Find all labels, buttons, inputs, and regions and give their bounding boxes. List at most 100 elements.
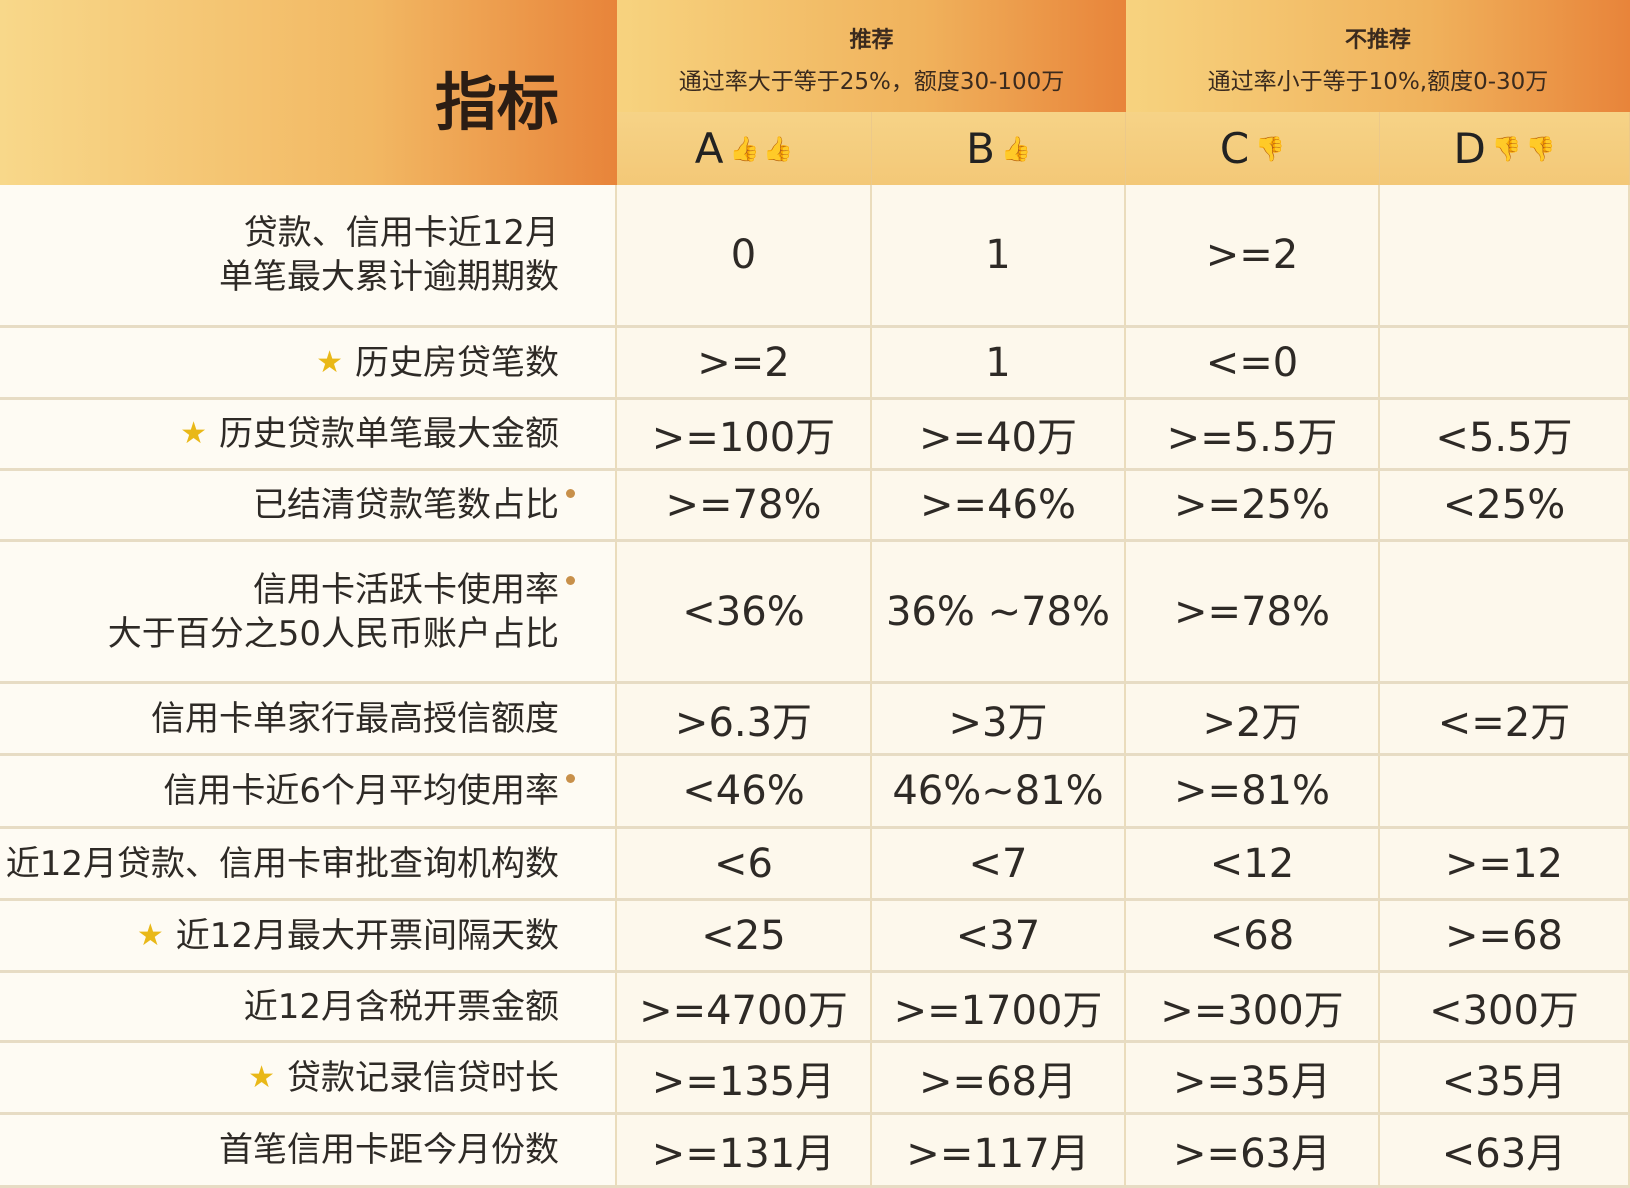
value-cell-c: >=25% bbox=[1126, 471, 1380, 542]
value-cell-d: <=2万 bbox=[1380, 684, 1630, 756]
row-label-text: 首笔信用卡距今月份数 bbox=[219, 1130, 559, 1170]
value-cell-c: >=78% bbox=[1126, 542, 1380, 684]
group-subtitle: 通过率大于等于25%，额度30-100万 bbox=[678, 69, 1065, 95]
row-label: 信用卡近6个月平均使用率 bbox=[0, 756, 617, 829]
group-title: 推荐 bbox=[849, 28, 894, 53]
indicator-header: 指标 bbox=[0, 0, 617, 185]
column-label: C bbox=[1219, 124, 1250, 173]
value-cell-c: >=35月 bbox=[1126, 1043, 1380, 1115]
group-title: 不推荐 bbox=[1344, 28, 1411, 53]
note-dot-icon bbox=[566, 576, 575, 585]
value-cell-b: 1 bbox=[872, 328, 1126, 400]
column-label: D bbox=[1453, 124, 1486, 173]
row-label: ★ 近12月最大开票间隔天数 bbox=[0, 901, 617, 973]
row-label: ★ 贷款记录信贷时长 bbox=[0, 1043, 617, 1115]
value-cell-b: >=1700万 bbox=[872, 973, 1126, 1043]
value-cell-d: >=68 bbox=[1380, 901, 1630, 973]
value-cell-a: >=2 bbox=[617, 328, 872, 400]
value-cell-d bbox=[1380, 542, 1630, 684]
value-cell-d bbox=[1380, 328, 1630, 400]
value-cell-c: >=300万 bbox=[1126, 973, 1380, 1043]
value-cell-a: >6.3万 bbox=[617, 684, 872, 756]
value-cell-a: 0 bbox=[617, 185, 872, 328]
value-cell-a: <46% bbox=[617, 756, 872, 829]
row-label-text: 近12月含税开票金额 bbox=[243, 986, 559, 1027]
row-label-text: 贷款记录信贷时长 bbox=[287, 1057, 559, 1098]
row-label-text: 贷款、信用卡近12月 单笔最大累计逾期期数 bbox=[219, 213, 559, 297]
value-cell-a: >=131月 bbox=[617, 1115, 872, 1188]
row-label-text: 近12月贷款、信用卡审批查询机构数 bbox=[5, 843, 559, 884]
thumbs-down-icon: 👎 bbox=[1255, 134, 1286, 163]
value-cell-d: <25% bbox=[1380, 471, 1630, 542]
value-cell-b: >=117月 bbox=[872, 1115, 1126, 1188]
value-cell-b: >=68月 bbox=[872, 1043, 1126, 1115]
column-header-b: B 👍 bbox=[872, 112, 1126, 185]
value-cell-a: >=78% bbox=[617, 471, 872, 542]
value-cell-a: >=4700万 bbox=[617, 973, 872, 1043]
value-cell-d: >=12 bbox=[1380, 829, 1630, 901]
value-cell-d bbox=[1380, 756, 1630, 829]
value-cell-d: <5.5万 bbox=[1380, 400, 1630, 471]
value-cell-b: >=46% bbox=[872, 471, 1126, 542]
value-cell-c: >=2 bbox=[1126, 185, 1380, 328]
value-cell-b: <7 bbox=[872, 829, 1126, 901]
table-header: 指标 推荐 通过率大于等于25%，额度30-100万 不推荐 通过率小于等于10… bbox=[0, 0, 1630, 185]
value-cell-a: <36% bbox=[617, 542, 872, 684]
value-cell-c: >=63月 bbox=[1126, 1115, 1380, 1188]
value-cell-c: <68 bbox=[1126, 901, 1380, 973]
column-label: A bbox=[694, 124, 724, 173]
row-label: 信用卡活跃卡使用率 大于百分之50人民币账户占比 bbox=[0, 542, 617, 684]
value-cell-b: >=40万 bbox=[872, 400, 1126, 471]
thumbs-up-icon: 👍 bbox=[729, 134, 760, 163]
row-label-text: 信用卡近6个月平均使用率 bbox=[163, 771, 559, 811]
row-label: 已结清贷款笔数占比 bbox=[0, 471, 617, 542]
column-header-c: C 👎 bbox=[1126, 112, 1380, 185]
row-label-text: 信用卡单家行最高授信额度 bbox=[151, 698, 559, 739]
note-dot-icon bbox=[566, 774, 575, 783]
thumbs-down-icon: 👎 bbox=[1491, 134, 1522, 163]
value-cell-d bbox=[1380, 185, 1630, 328]
value-cell-c: >=81% bbox=[1126, 756, 1380, 829]
row-label: ★ 历史房贷笔数 bbox=[0, 328, 617, 400]
row-label-text: 历史贷款单笔最大金额 bbox=[219, 414, 559, 454]
row-label: 近12月贷款、信用卡审批查询机构数 bbox=[0, 829, 617, 901]
value-cell-d: <63月 bbox=[1380, 1115, 1630, 1188]
value-cell-a: >=100万 bbox=[617, 400, 872, 471]
row-label: 近12月含税开票金额 bbox=[0, 973, 617, 1043]
row-label-text: 已结清贷款笔数占比 bbox=[253, 485, 559, 525]
value-cell-a: <25 bbox=[617, 901, 872, 973]
row-label: 信用卡单家行最高授信额度 bbox=[0, 684, 617, 756]
star-icon: ★ bbox=[136, 917, 164, 953]
value-cell-c: <12 bbox=[1126, 829, 1380, 901]
row-label-text: 信用卡活跃卡使用率 大于百分之50人民币账户占比 bbox=[107, 569, 559, 654]
group-subtitle: 通过率小于等于10%,额度0-30万 bbox=[1207, 69, 1549, 95]
star-icon: ★ bbox=[180, 416, 207, 451]
star-icon: ★ bbox=[248, 1059, 275, 1095]
value-cell-b: 1 bbox=[872, 185, 1126, 328]
thumbs-up-icon: 👍 bbox=[1000, 134, 1031, 163]
row-label-text: 近12月最大开票间隔天数 bbox=[175, 915, 559, 956]
note-dot-icon bbox=[566, 489, 575, 498]
value-cell-d: <35月 bbox=[1380, 1043, 1630, 1115]
criteria-table: 贷款、信用卡近12月 单笔最大累计逾期期数 0 1 >=2 ★ 历史房贷笔数 >=2 1 <=0… bbox=[0, 185, 1630, 1188]
column-header-a: A 👍 👍 bbox=[617, 112, 872, 185]
value-cell-a: <6 bbox=[617, 829, 872, 901]
row-label-text: 历史房贷笔数 bbox=[355, 342, 559, 383]
indicator-title: 指标 bbox=[434, 66, 559, 139]
value-cell-b: 36% ~78% bbox=[872, 542, 1126, 684]
thumbs-up-icon: 👍 bbox=[763, 134, 794, 163]
value-cell-c: >2万 bbox=[1126, 684, 1380, 756]
row-label: ★ 历史贷款单笔最大金额 bbox=[0, 400, 617, 471]
recommended-group-header: 推荐 通过率大于等于25%，额度30-100万 bbox=[617, 0, 1126, 112]
value-cell-a: >=135月 bbox=[617, 1043, 872, 1115]
value-cell-c: <=0 bbox=[1126, 328, 1380, 400]
value-cell-b: 46%~81% bbox=[872, 756, 1126, 829]
value-cell-c: >=5.5万 bbox=[1126, 400, 1380, 471]
value-cell-b: >3万 bbox=[872, 684, 1126, 756]
not-recommended-group-header: 不推荐 通过率小于等于10%,额度0-30万 bbox=[1126, 0, 1630, 112]
star-icon: ★ bbox=[316, 344, 343, 380]
row-label: 贷款、信用卡近12月 单笔最大累计逾期期数 bbox=[0, 185, 617, 328]
thumbs-down-icon: 👎 bbox=[1525, 134, 1556, 163]
value-cell-d: <300万 bbox=[1380, 973, 1630, 1043]
column-header-d: D 👎 👎 bbox=[1380, 112, 1630, 185]
